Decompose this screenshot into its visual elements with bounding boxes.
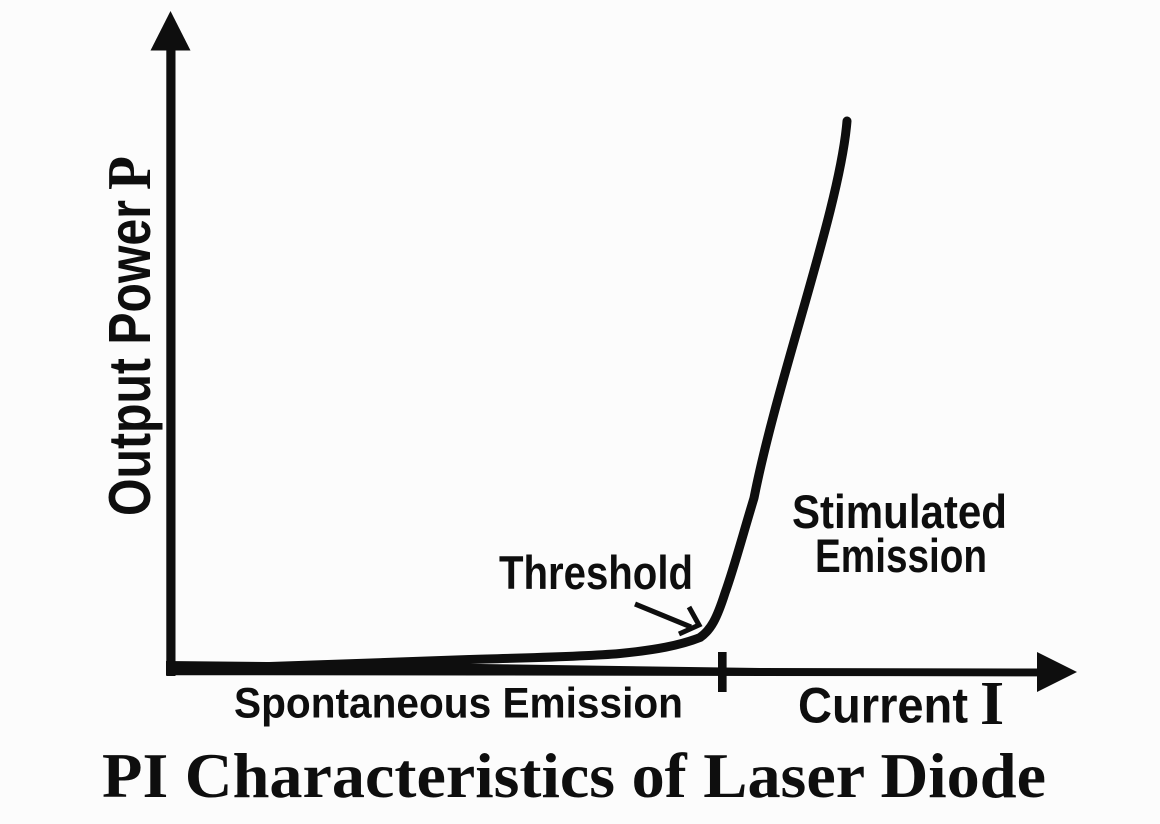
svg-text:Threshold: Threshold (499, 546, 693, 599)
svg-text:PI Characteristics of Laser Di: PI Characteristics of Laser Diode (102, 740, 1046, 811)
svg-text:Current: Current (798, 678, 968, 734)
svg-text:Output Power: Output Power (97, 200, 163, 516)
svg-text:Emission: Emission (815, 529, 987, 582)
svg-text:P: P (96, 156, 164, 190)
svg-text:Spontaneous Emission: Spontaneous Emission (234, 680, 683, 728)
svg-text:I: I (980, 670, 1004, 738)
svg-text:Stimulated: Stimulated (792, 485, 1007, 538)
